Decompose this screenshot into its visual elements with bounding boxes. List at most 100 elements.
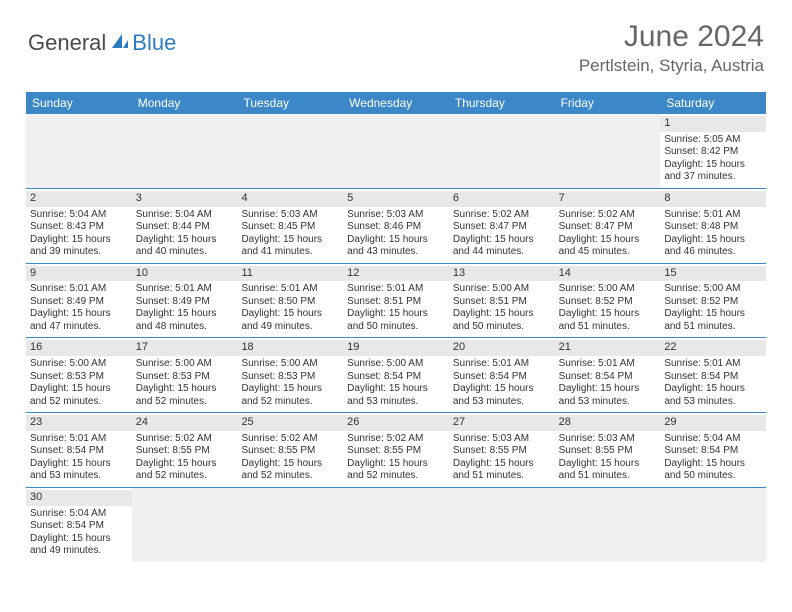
sunrise-text: Sunrise: 5:02 AM	[136, 433, 234, 446]
day-number: 10	[132, 266, 238, 282]
calendar-cell-empty	[132, 114, 238, 188]
daylight2-text: and 49 minutes.	[30, 545, 128, 558]
location-label: Pertlstein, Styria, Austria	[579, 56, 764, 76]
logo-sail-icon	[110, 32, 130, 55]
day-number: 5	[343, 191, 449, 207]
day-number: 8	[660, 191, 766, 207]
sunrise-text: Sunrise: 5:00 AM	[347, 358, 445, 371]
day-number: 1	[660, 116, 766, 132]
daylight2-text: and 37 minutes.	[664, 171, 762, 184]
daylight2-text: and 53 minutes.	[453, 396, 551, 409]
sunset-text: Sunset: 8:49 PM	[30, 296, 128, 309]
day-number: 3	[132, 191, 238, 207]
sunset-text: Sunset: 8:54 PM	[347, 371, 445, 384]
sunrise-text: Sunrise: 5:00 AM	[664, 283, 762, 296]
day-number: 26	[343, 415, 449, 431]
daylight1-text: Daylight: 15 hours	[664, 308, 762, 321]
sunrise-text: Sunrise: 5:04 AM	[664, 433, 762, 446]
sunset-text: Sunset: 8:54 PM	[30, 520, 128, 533]
calendar-week: 9Sunrise: 5:01 AMSunset: 8:49 PMDaylight…	[26, 264, 766, 339]
day-header-row: Sunday Monday Tuesday Wednesday Thursday…	[26, 92, 766, 114]
calendar-cell: 23 Sunrise: 5:01 AMSunset: 8:54 PMDayligh…	[26, 413, 132, 487]
day-number: 23	[26, 415, 132, 431]
daylight2-text: and 44 minutes.	[453, 246, 551, 259]
daylight1-text: Daylight: 15 hours	[241, 458, 339, 471]
sunrise-text: Sunrise: 5:02 AM	[559, 209, 657, 222]
calendar-cell: 15Sunrise: 5:00 AMSunset: 8:52 PMDayligh…	[660, 264, 766, 338]
title-block: June 2024 Pertlstein, Styria, Austria	[579, 20, 764, 76]
daylight2-text: and 51 minutes.	[664, 321, 762, 334]
daylight1-text: Daylight: 15 hours	[136, 458, 234, 471]
calendar-cell: 26Sunrise: 5:02 AMSunset: 8:55 PMDayligh…	[343, 413, 449, 487]
calendar-week: 16Sunrise: 5:00 AMSunset: 8:53 PMDayligh…	[26, 338, 766, 413]
sunrise-text: Sunrise: 5:00 AM	[559, 283, 657, 296]
daylight1-text: Daylight: 15 hours	[664, 383, 762, 396]
calendar-cell: 25Sunrise: 5:02 AMSunset: 8:55 PMDayligh…	[237, 413, 343, 487]
sunrise-text: Sunrise: 5:00 AM	[453, 283, 551, 296]
sunrise-text: Sunrise: 5:01 AM	[30, 433, 128, 446]
daylight1-text: Daylight: 15 hours	[347, 308, 445, 321]
day-number: 7	[555, 191, 661, 207]
calendar-cell: 2Sunrise: 5:04 AMSunset: 8:43 PMDaylight…	[26, 189, 132, 263]
daylight1-text: Daylight: 15 hours	[241, 308, 339, 321]
sunrise-text: Sunrise: 5:03 AM	[453, 433, 551, 446]
daylight2-text: and 49 minutes.	[241, 321, 339, 334]
calendar-cell-empty	[660, 488, 766, 562]
calendar-cell-empty	[555, 488, 661, 562]
day-number: 6	[449, 191, 555, 207]
sunrise-text: Sunrise: 5:03 AM	[241, 209, 339, 222]
day-header-wed: Wednesday	[343, 92, 449, 114]
sunset-text: Sunset: 8:54 PM	[30, 445, 128, 458]
daylight2-text: and 52 minutes.	[347, 470, 445, 483]
day-number: 25	[237, 415, 343, 431]
day-number: 17	[132, 340, 238, 356]
sunset-text: Sunset: 8:52 PM	[664, 296, 762, 309]
sunrise-text: Sunrise: 5:04 AM	[136, 209, 234, 222]
sunrise-text: Sunrise: 5:01 AM	[347, 283, 445, 296]
daylight2-text: and 50 minutes.	[453, 321, 551, 334]
day-number: 13	[449, 266, 555, 282]
daylight2-text: and 51 minutes.	[559, 470, 657, 483]
calendar-cell: 18Sunrise: 5:00 AMSunset: 8:53 PMDayligh…	[237, 338, 343, 412]
sunrise-text: Sunrise: 5:03 AM	[559, 433, 657, 446]
calendar-cell-empty	[343, 114, 449, 188]
sunset-text: Sunset: 8:45 PM	[241, 221, 339, 234]
daylight2-text: and 51 minutes.	[559, 321, 657, 334]
sunset-text: Sunset: 8:54 PM	[664, 445, 762, 458]
sunset-text: Sunset: 8:53 PM	[241, 371, 339, 384]
day-number: 4	[237, 191, 343, 207]
daylight2-text: and 45 minutes.	[559, 246, 657, 259]
daylight1-text: Daylight: 15 hours	[30, 458, 128, 471]
daylight1-text: Daylight: 15 hours	[30, 308, 128, 321]
daylight1-text: Daylight: 15 hours	[559, 234, 657, 247]
daylight2-text: and 51 minutes.	[453, 470, 551, 483]
daylight2-text: and 52 minutes.	[136, 396, 234, 409]
calendar-cell: 6Sunrise: 5:02 AMSunset: 8:47 PMDaylight…	[449, 189, 555, 263]
month-title: June 2024	[579, 20, 764, 54]
sunset-text: Sunset: 8:55 PM	[559, 445, 657, 458]
sunset-text: Sunset: 8:55 PM	[347, 445, 445, 458]
calendar-cell-empty	[343, 488, 449, 562]
daylight2-text: and 50 minutes.	[664, 470, 762, 483]
calendar-cell: 4Sunrise: 5:03 AMSunset: 8:45 PMDaylight…	[237, 189, 343, 263]
sunrise-text: Sunrise: 5:04 AM	[30, 508, 128, 521]
day-number: 21	[555, 340, 661, 356]
day-number: 9	[26, 266, 132, 282]
daylight1-text: Daylight: 15 hours	[453, 234, 551, 247]
day-header-sun: Sunday	[26, 92, 132, 114]
sunset-text: Sunset: 8:54 PM	[664, 371, 762, 384]
calendar-cell: 20Sunrise: 5:01 AMSunset: 8:54 PMDayligh…	[449, 338, 555, 412]
day-number: 28	[555, 415, 661, 431]
daylight1-text: Daylight: 15 hours	[559, 458, 657, 471]
daylight1-text: Daylight: 15 hours	[30, 383, 128, 396]
sunrise-text: Sunrise: 5:00 AM	[136, 358, 234, 371]
calendar-cell: 14Sunrise: 5:00 AMSunset: 8:52 PMDayligh…	[555, 264, 661, 338]
daylight1-text: Daylight: 15 hours	[664, 458, 762, 471]
calendar-week: 2Sunrise: 5:04 AMSunset: 8:43 PMDaylight…	[26, 189, 766, 264]
calendar-cell: 29Sunrise: 5:04 AMSunset: 8:54 PMDayligh…	[660, 413, 766, 487]
calendar-cell: 11Sunrise: 5:01 AMSunset: 8:50 PMDayligh…	[237, 264, 343, 338]
sunrise-text: Sunrise: 5:04 AM	[30, 209, 128, 222]
day-header-thu: Thursday	[449, 92, 555, 114]
calendar-week: 30Sunrise: 5:04 AMSunset: 8:54 PMDayligh…	[26, 488, 766, 562]
calendar-week: 1Sunrise: 5:05 AMSunset: 8:42 PMDaylight…	[26, 114, 766, 189]
